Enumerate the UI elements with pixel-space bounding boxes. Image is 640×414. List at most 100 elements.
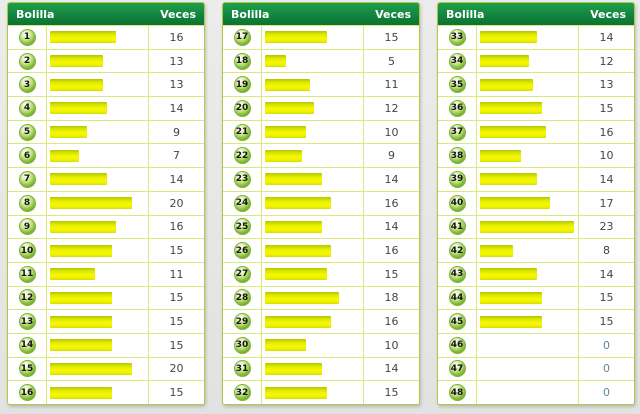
ball-number: 10 [20, 245, 34, 256]
ball-cell: 28 [223, 286, 262, 310]
table-row: 23 14 [223, 167, 419, 191]
veces-cell: 17 [578, 191, 634, 215]
bar-cell [262, 121, 363, 144]
ball-number: 9 [23, 221, 31, 232]
ball-badge: 14 [18, 336, 36, 354]
table-row: 47 0 [438, 356, 634, 381]
table-row: 32 15 [223, 380, 419, 404]
veces-cell: 14 [363, 215, 419, 239]
veces-cell: 14 [578, 262, 634, 286]
ball-cell: 19 [223, 73, 262, 97]
ball-badge: 40 [448, 194, 466, 212]
table-row: 46 0 [438, 332, 634, 357]
bar-cell [477, 334, 578, 357]
ball-number: 42 [450, 245, 464, 256]
frequency-value: 0 [603, 338, 610, 352]
bar-cell [47, 144, 148, 167]
ball-badge: 33 [448, 28, 466, 46]
table-row: 22 9 [223, 143, 419, 168]
ball-cell: 47 [438, 357, 477, 381]
table-row: 10 15 [8, 238, 204, 262]
table-row: 44 15 [438, 285, 634, 310]
frequency-bar [480, 173, 538, 186]
frequency-value: 16 [169, 220, 184, 234]
frequency-bar [265, 102, 315, 115]
ball-number: 23 [235, 174, 249, 185]
ball-cell: 22 [223, 144, 262, 168]
frequency-value: 14 [384, 362, 399, 376]
frequency-bar [50, 315, 112, 328]
bar-cell [477, 239, 578, 262]
table-header: Bolilla Veces [8, 3, 204, 25]
ball-cell: 13 [8, 310, 47, 333]
table-row: 40 17 [438, 190, 634, 215]
veces-cell: 12 [363, 97, 419, 120]
frequency-table-17-32: Bolilla Veces 17 15 18 5 [222, 2, 420, 405]
table-row: 16 15 [8, 380, 204, 404]
table-row: 36 15 [438, 96, 634, 120]
ball-cell: 27 [223, 262, 262, 286]
bar-cell [477, 310, 578, 333]
frequency-value: 0 [603, 362, 610, 376]
veces-cell: 16 [578, 120, 634, 144]
frequency-value: 14 [169, 172, 184, 186]
frequency-value: 0 [603, 386, 610, 400]
bar-cell [47, 168, 148, 191]
ball-cell: 24 [223, 191, 262, 215]
ball-number: 2 [23, 56, 31, 67]
frequency-bar [265, 386, 327, 399]
frequency-bar [480, 197, 550, 210]
frequency-value: 18 [384, 291, 399, 305]
bar-cell [262, 239, 363, 262]
bar-cell [262, 287, 363, 310]
ball-number: 3 [23, 79, 31, 90]
ball-badge: 30 [233, 336, 251, 354]
veces-cell: 12 [578, 49, 634, 73]
veces-cell: 0 [578, 357, 634, 381]
ball-cell: 30 [223, 333, 262, 357]
ball-cell: 5 [8, 120, 47, 144]
frequency-value: 14 [599, 172, 614, 186]
veces-cell: 15 [578, 310, 634, 333]
ball-badge: 38 [448, 147, 466, 165]
table-row: 8 20 [8, 190, 204, 215]
table-row: 41 23 [438, 214, 634, 239]
frequency-value: 17 [599, 196, 614, 210]
veces-cell: 14 [363, 168, 419, 191]
ball-cell: 37 [438, 120, 477, 144]
ball-cell: 15 [8, 357, 47, 381]
frequency-bar [480, 78, 534, 91]
frequency-value: 15 [384, 30, 399, 44]
frequency-value: 23 [599, 220, 614, 234]
table-row: 2 13 [8, 48, 204, 73]
bar-cell [47, 192, 148, 215]
bar-cell [262, 26, 363, 49]
ball-cell: 43 [438, 262, 477, 286]
bar-cell [47, 121, 148, 144]
frequency-value: 15 [169, 338, 184, 352]
ball-number: 44 [450, 292, 464, 303]
frequency-value: 15 [169, 386, 184, 400]
ball-badge: 42 [448, 242, 466, 260]
ball-cell: 25 [223, 215, 262, 239]
ball-badge: 46 [448, 336, 466, 354]
ball-badge: 7 [18, 170, 36, 188]
frequency-bar [265, 55, 286, 68]
veces-cell: 9 [363, 144, 419, 168]
frequency-bar [50, 55, 104, 68]
ball-cell: 32 [223, 381, 262, 404]
veces-cell: 16 [148, 215, 204, 239]
frequency-bar [50, 244, 112, 257]
veces-cell: 15 [148, 381, 204, 404]
veces-cell: 0 [578, 333, 634, 357]
frequency-bar [480, 220, 575, 233]
table-row: 13 15 [8, 309, 204, 333]
bar-cell [477, 50, 578, 73]
ball-badge: 6 [18, 147, 36, 165]
ball-badge: 39 [448, 170, 466, 188]
ball-cell: 23 [223, 168, 262, 191]
veces-cell: 20 [148, 191, 204, 215]
ball-cell: 29 [223, 310, 262, 333]
frequency-value: 16 [384, 315, 399, 329]
